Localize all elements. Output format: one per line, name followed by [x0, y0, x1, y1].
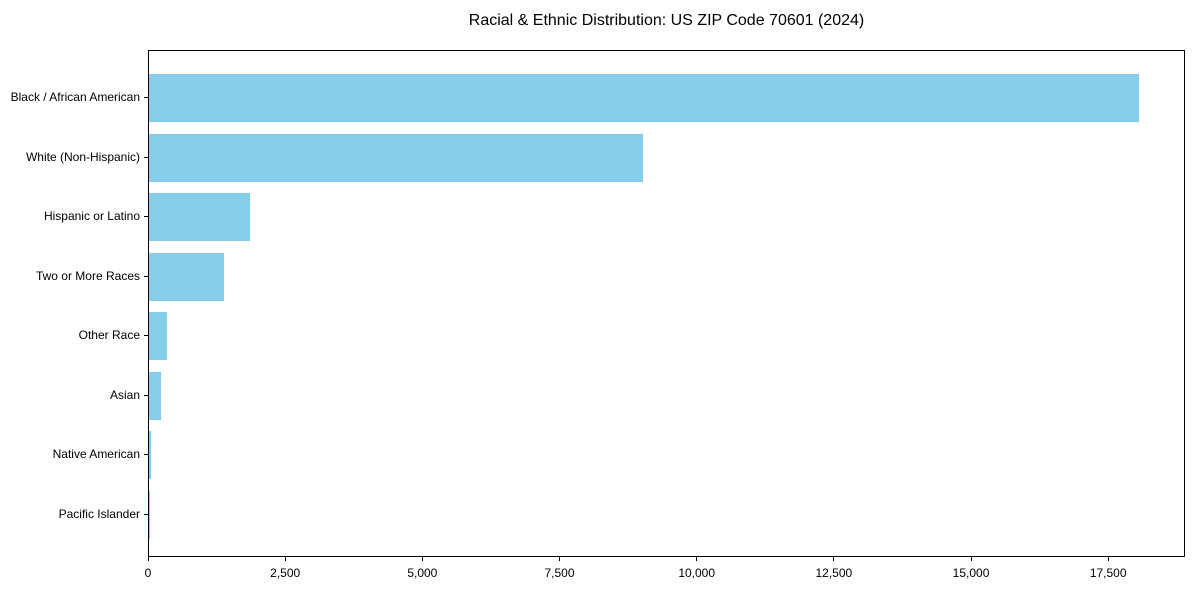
bar [149, 371, 162, 420]
x-tick-label: 2,500 [270, 566, 301, 580]
y-tick-mark [144, 394, 148, 396]
bar [149, 490, 150, 539]
x-tick-mark [970, 557, 972, 561]
y-tick-mark [144, 97, 148, 98]
y-tick-label: White (Non-Hispanic) [25, 149, 140, 164]
bar [149, 133, 643, 182]
x-tick-label: 5,000 [407, 566, 438, 580]
y-tick-mark [144, 335, 148, 336]
x-tick-mark [284, 557, 286, 561]
x-tick-mark [559, 557, 560, 561]
y-tick-mark [144, 216, 148, 217]
bar [149, 74, 1140, 122]
y-tick-mark [144, 156, 148, 158]
x-tick-label: 0 [144, 566, 152, 580]
bar [149, 252, 225, 301]
y-tick-label: Two or More Races [35, 268, 140, 283]
x-tick-mark [421, 557, 423, 561]
x-tick-label: 7,500 [544, 566, 575, 580]
plot-area [148, 50, 1185, 557]
y-tick-label: Asian [109, 387, 140, 402]
y-tick-label: Pacific Islander [58, 506, 140, 521]
y-tick-mark [144, 454, 148, 455]
y-tick-label: Native American [52, 447, 140, 461]
x-tick-mark [696, 557, 698, 561]
x-tick-mark [1107, 557, 1109, 561]
y-tick-label: Black / African American [10, 90, 140, 104]
x-tick-mark [833, 557, 835, 561]
x-tick-label: 10,000 [678, 566, 716, 580]
bar [149, 193, 250, 241]
y-tick-mark [144, 275, 148, 277]
x-tick-label: 17,500 [1089, 566, 1127, 580]
bar [149, 431, 151, 479]
y-tick-label: Hispanic or Latino [43, 209, 140, 223]
chart-title: Racial & Ethnic Distribution: US ZIP Cod… [468, 12, 865, 29]
x-tick-label: 15,000 [952, 566, 990, 580]
x-tick-label: 12,500 [815, 566, 853, 580]
bar [149, 312, 168, 360]
y-tick-mark [144, 513, 148, 515]
x-tick-mark [147, 557, 149, 561]
y-tick-label: Other Race [78, 328, 140, 342]
